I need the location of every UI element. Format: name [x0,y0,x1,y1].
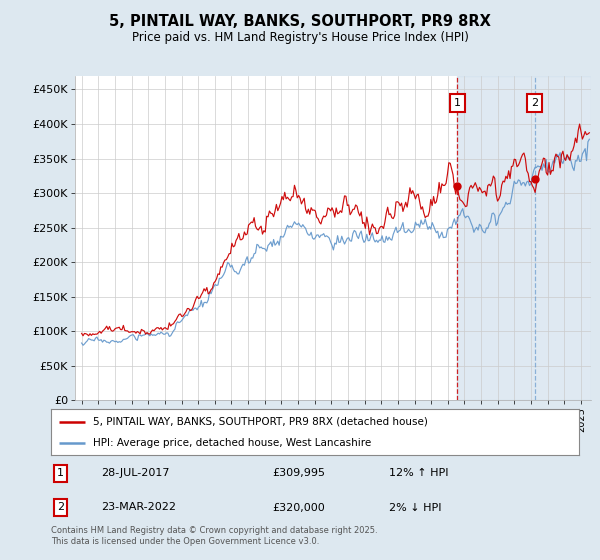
Text: 2: 2 [57,502,64,512]
Text: 23-MAR-2022: 23-MAR-2022 [101,502,176,512]
Text: 2% ↓ HPI: 2% ↓ HPI [389,502,442,512]
Text: £320,000: £320,000 [273,502,326,512]
Text: HPI: Average price, detached house, West Lancashire: HPI: Average price, detached house, West… [93,438,371,448]
Text: 1: 1 [57,468,64,478]
Text: £309,995: £309,995 [273,468,326,478]
Text: 12% ↑ HPI: 12% ↑ HPI [389,468,448,478]
Text: Contains HM Land Registry data © Crown copyright and database right 2025.
This d: Contains HM Land Registry data © Crown c… [51,526,377,546]
Bar [457,76,591,400]
Text: 1: 1 [454,98,461,108]
Text: 5, PINTAIL WAY, BANKS, SOUTHPORT, PR9 8RX (detached house): 5, PINTAIL WAY, BANKS, SOUTHPORT, PR9 8R… [93,417,428,427]
Text: Price paid vs. HM Land Registry's House Price Index (HPI): Price paid vs. HM Land Registry's House … [131,31,469,44]
Text: 2: 2 [531,98,538,108]
Text: 28-JUL-2017: 28-JUL-2017 [101,468,170,478]
Text: 5, PINTAIL WAY, BANKS, SOUTHPORT, PR9 8RX: 5, PINTAIL WAY, BANKS, SOUTHPORT, PR9 8R… [109,14,491,29]
